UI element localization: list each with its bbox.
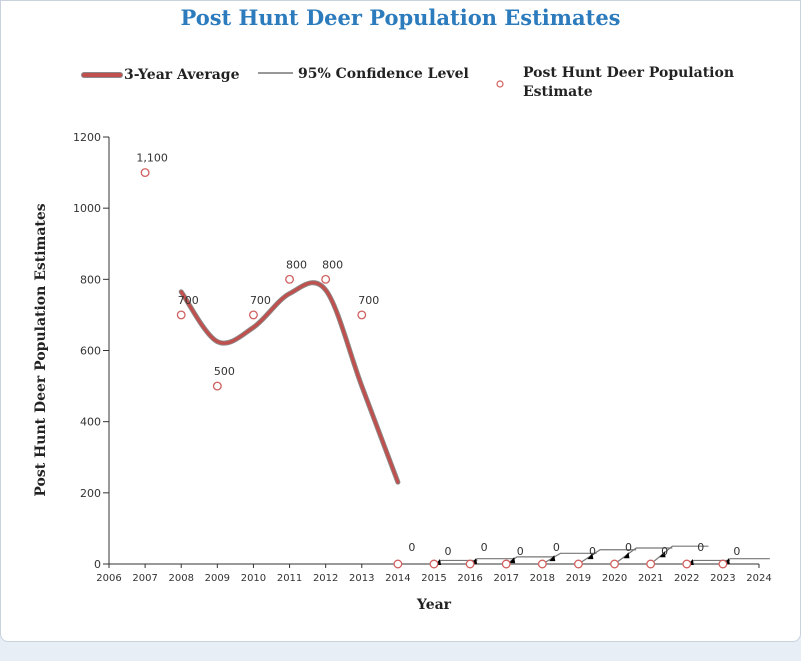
x-tick-label: 2017 — [493, 573, 518, 584]
confidence-marker — [623, 552, 630, 559]
x-tick-label: 2012 — [313, 573, 338, 584]
data-label: 0 — [517, 545, 524, 558]
x-tick-label: 2011 — [277, 573, 302, 584]
y-tick-label: 800 — [80, 273, 101, 286]
estimate-point[interactable] — [248, 310, 258, 320]
data-label: 700 — [250, 294, 271, 307]
confidence-segment — [614, 547, 673, 565]
legend-estimate-label-line1: Post Hunt Deer Population — [523, 65, 734, 81]
y-tick-label: 0 — [94, 558, 101, 571]
x-tick-label: 2024 — [746, 573, 771, 584]
confidence-segment — [578, 549, 637, 565]
x-tick-label: 2007 — [132, 573, 157, 584]
legend: 3-Year Average 95% Confidence Level Post… — [81, 65, 734, 100]
y-axis-title: Post Hunt Deer Population Estimates — [33, 203, 49, 496]
data-label: 700 — [358, 294, 379, 307]
y-tick-label: 400 — [80, 416, 101, 429]
data-label: 0 — [589, 545, 596, 558]
estimate-point[interactable] — [285, 274, 295, 284]
legend-avg-label: 3-Year Average — [124, 67, 240, 83]
legend-estimate-label-line2: Estimate — [523, 84, 593, 100]
y-tick-label: 600 — [80, 345, 101, 358]
x-tick-label: 2023 — [710, 573, 735, 584]
x-tick-label: 2015 — [421, 573, 446, 584]
data-label: 800 — [322, 258, 343, 271]
estimate-point[interactable] — [465, 559, 475, 569]
data-label: 0 — [445, 545, 452, 558]
data-label: 0 — [733, 545, 740, 558]
confidence-marker — [549, 555, 556, 562]
estimate-point[interactable] — [573, 559, 583, 569]
x-tick-label: 2009 — [205, 573, 230, 584]
x-tick-label: 2021 — [638, 573, 663, 584]
data-label: 700 — [178, 294, 199, 307]
confidence-marker — [659, 551, 666, 558]
y-tick-label: 1000 — [73, 202, 101, 215]
confidence-segment — [650, 545, 709, 565]
x-tick-label: 2006 — [96, 573, 121, 584]
legend-item-confidence[interactable]: 95% Confidence Level — [258, 66, 469, 82]
x-tick-label: 2022 — [674, 573, 699, 584]
estimate-point[interactable] — [429, 559, 439, 569]
data-label: 0 — [697, 541, 704, 554]
estimate-point[interactable] — [212, 381, 222, 391]
x-tick-label: 2010 — [241, 573, 266, 584]
estimate-point[interactable] — [718, 559, 728, 569]
confidence-segment — [722, 558, 770, 565]
x-axis-title: Year — [416, 597, 452, 613]
axes: 0 200 400 600 800 1000 1200 2006 2007 2008 2009 201… — [73, 131, 772, 584]
confidence-marker — [587, 553, 594, 560]
chart-title: Post Hunt Deer Population Estimates — [180, 5, 621, 30]
estimate-points — [140, 168, 728, 569]
data-label: 0 — [408, 541, 415, 554]
x-tick-label: 2018 — [530, 573, 555, 584]
y-tick-label: 1200 — [73, 131, 101, 144]
x-tick-label: 2014 — [385, 573, 410, 584]
legend-ci-label: 95% Confidence Level — [298, 66, 469, 82]
x-tick-label: 2019 — [566, 573, 591, 584]
estimate-point[interactable] — [176, 310, 186, 320]
estimate-point[interactable] — [646, 559, 656, 569]
legend-item-3-year-average[interactable]: 3-Year Average — [81, 67, 240, 83]
x-tick-label: 2020 — [602, 573, 627, 584]
data-label: 0 — [625, 541, 632, 554]
data-label: 0 — [553, 541, 560, 554]
estimate-point[interactable] — [357, 310, 367, 320]
estimate-point[interactable] — [610, 559, 620, 569]
estimate-point[interactable] — [537, 559, 547, 569]
x-tick-label: 2016 — [457, 573, 482, 584]
confidence-marker — [509, 557, 516, 564]
legend-item-estimate[interactable]: Post Hunt Deer Population Estimate — [496, 65, 734, 100]
data-label: 500 — [214, 365, 235, 378]
legend-estimate-marker — [496, 80, 504, 88]
data-label: 800 — [286, 258, 307, 271]
x-tick-label: 2008 — [168, 573, 193, 584]
data-label: 0 — [661, 545, 668, 558]
data-labels: 1,100 700 500 700 800 800 700 0 0 0 0 0 0 0 0 0 0 — [136, 152, 740, 558]
three-year-average-line — [178, 280, 401, 485]
estimate-point[interactable] — [682, 559, 692, 569]
estimate-point[interactable] — [321, 274, 331, 284]
chart-panel — [0, 0, 801, 642]
confidence-segment — [542, 552, 597, 565]
data-label: 0 — [481, 541, 488, 554]
three-year-average-path — [179, 281, 400, 484]
estimate-point[interactable] — [393, 559, 403, 569]
estimate-point[interactable] — [140, 168, 150, 178]
x-tick-label: 2013 — [349, 573, 374, 584]
data-label: 1,100 — [136, 152, 168, 165]
estimate-point[interactable] — [501, 559, 511, 569]
y-tick-label: 200 — [80, 487, 101, 500]
